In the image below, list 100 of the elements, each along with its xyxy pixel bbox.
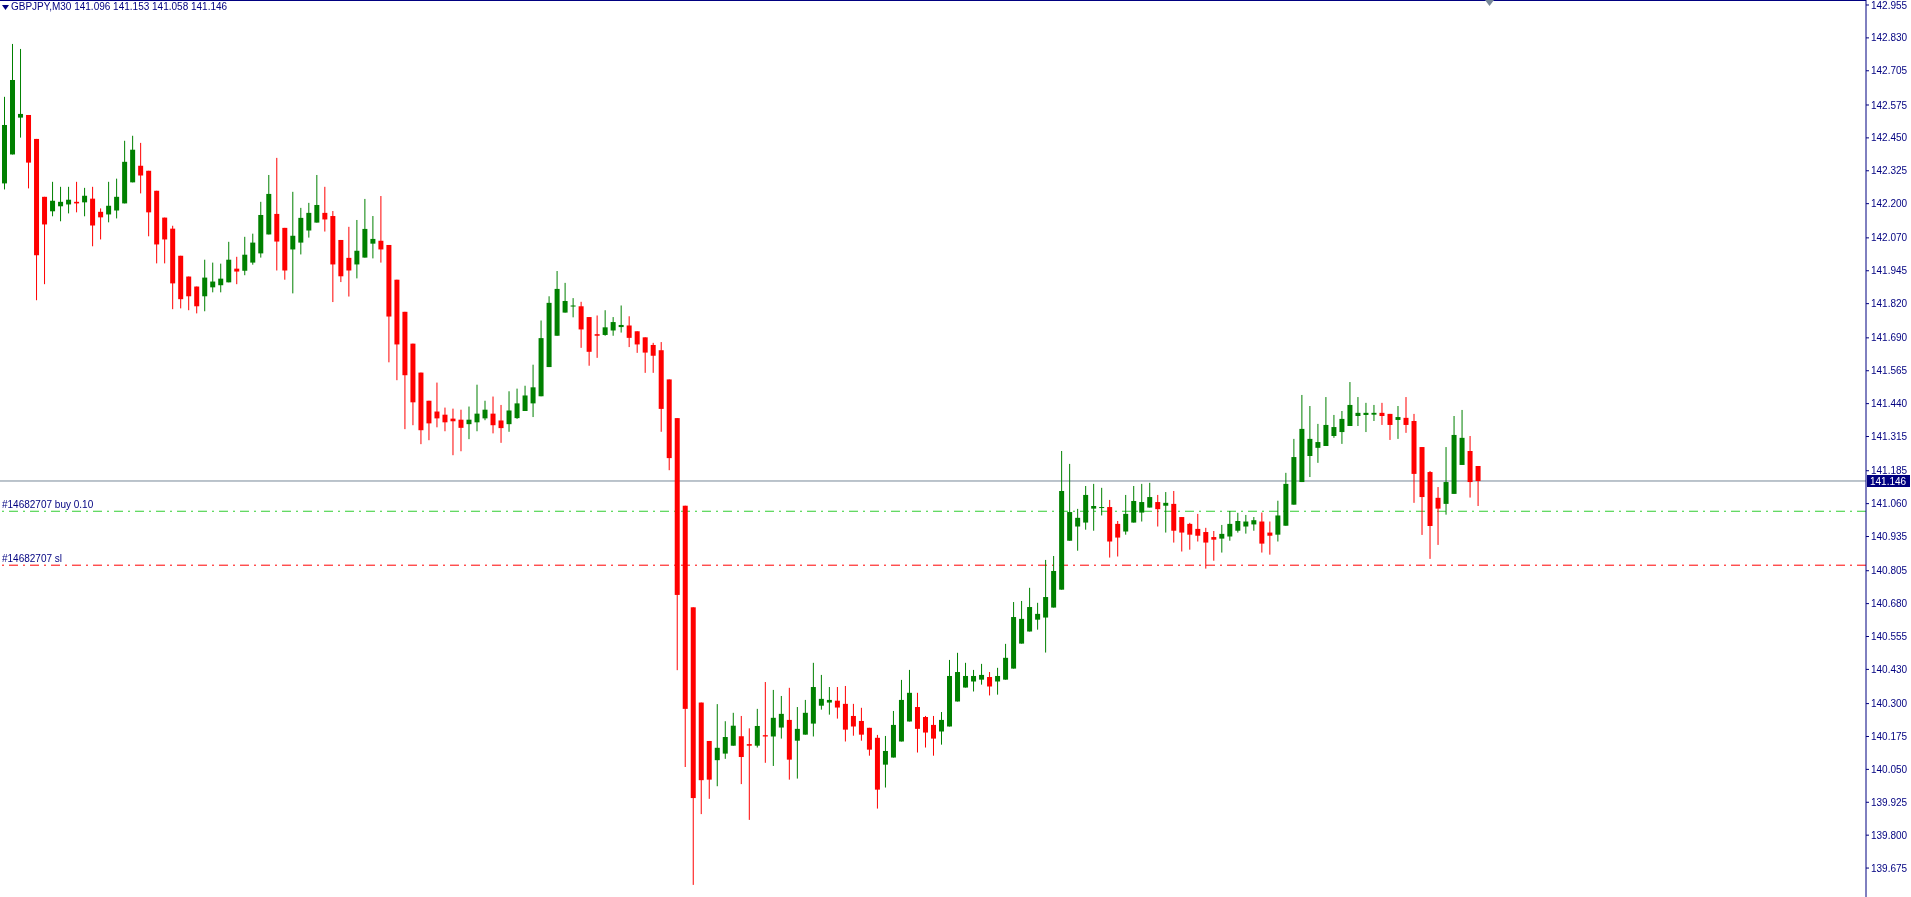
candlestick [1443,446,1449,516]
candlestick [1043,559,1049,654]
y-tick-label: 141.565 [1871,365,1908,377]
candlestick [1155,494,1161,528]
candlestick [522,385,528,412]
candlestick [987,671,993,696]
candlestick [1187,522,1193,551]
y-tick-label: 140.555 [1871,631,1908,643]
candlestick [914,692,920,754]
candlestick [186,276,192,311]
candlestick [939,711,944,746]
candlestick [1259,512,1265,554]
candlestick [1227,510,1233,542]
y-tick-label: 142.450 [1871,132,1908,144]
candlestick [594,314,600,359]
candlestick [963,662,969,689]
candlestick [218,263,224,293]
candlestick [498,404,504,444]
candlestick [1347,381,1353,427]
candlestick [578,301,584,349]
y-tick-label: 139.675 [1871,862,1908,874]
candlestick [1003,643,1009,681]
candlestick [1075,508,1081,552]
y-tick-label: 142.830 [1871,32,1908,44]
candlestick [458,409,464,452]
candlestick [1123,494,1129,536]
candlestick [290,191,296,294]
candlestick [610,316,616,337]
candlestick [738,715,744,785]
candlestick [931,715,936,757]
candlestick [1147,482,1153,509]
y-tick-label: 141.820 [1871,298,1908,310]
y-tick-label: 140.430 [1871,663,1908,675]
candlestick [626,315,632,348]
candlestick [1131,485,1137,524]
y-tick-label: 140.935 [1871,531,1908,543]
candlestick [730,712,736,747]
candlestick [1339,410,1345,445]
candlestick [226,241,232,283]
candlestick [802,699,808,736]
y-tick-label: 139.800 [1871,829,1908,841]
candlestick [826,686,832,716]
candlestick [922,715,928,749]
y-tick-label: 140.175 [1871,731,1908,743]
candlestick [1387,413,1393,441]
candlestick [834,686,840,720]
candlestick [162,217,168,264]
candlestick [1363,402,1369,433]
candlestick [1163,491,1169,534]
candlestick [1475,465,1481,507]
candlestick [979,663,985,686]
candlestick [378,195,384,264]
candlestick [58,186,64,222]
y-tick-label: 140.050 [1871,763,1908,775]
candlestick [506,390,512,433]
candlestick [354,219,360,279]
candlestick [746,727,752,821]
chart-subtitle: 141.096 141.153 141.058 141.146 [74,1,228,12]
candlestick [1323,396,1329,447]
ref-line-label: #14682707 buy 0.10 [2,499,94,511]
y-tick-label: 142.070 [1871,232,1908,244]
candlestick [1243,514,1249,535]
candlestick [106,181,112,223]
candlestick [866,727,872,757]
y-tick-label: 141.185 [1871,465,1908,477]
candlestick [650,342,656,374]
candlestick [194,286,200,314]
ref-line-label: 141.146 [1870,476,1907,487]
candlestick [570,297,576,318]
candlestick [754,708,760,749]
candlestick [1315,423,1321,464]
candlestick [50,181,56,217]
candlestick [1211,530,1217,562]
candlestick [346,226,352,298]
candlestick [770,689,776,767]
candlestick [818,674,824,711]
candlestick [306,202,312,239]
candlestick [1267,521,1273,556]
candlestick [1331,414,1337,439]
y-tick-label: 141.945 [1871,265,1908,277]
candlestick [1235,512,1241,534]
candlestick [1195,513,1201,543]
y-tick-label: 141.440 [1871,398,1908,410]
candlestick [1099,487,1105,516]
candlestick [82,187,88,217]
y-tick-label: 140.805 [1871,565,1908,577]
y-tick-label: 142.325 [1871,165,1908,177]
candlestick [370,215,376,259]
candlestick [1179,516,1185,553]
candlestick [234,256,240,285]
candlestick [562,282,568,314]
candlestick [618,304,624,334]
candlestick [850,703,856,737]
candlestick [1035,602,1041,631]
candlestick [1275,500,1281,543]
y-tick-label: 142.705 [1871,65,1908,77]
candlestick [530,364,536,418]
y-tick-label: 141.060 [1871,498,1908,510]
ref-line-label: #14682707 sl [2,553,63,565]
y-tick-label: 141.315 [1871,431,1908,443]
